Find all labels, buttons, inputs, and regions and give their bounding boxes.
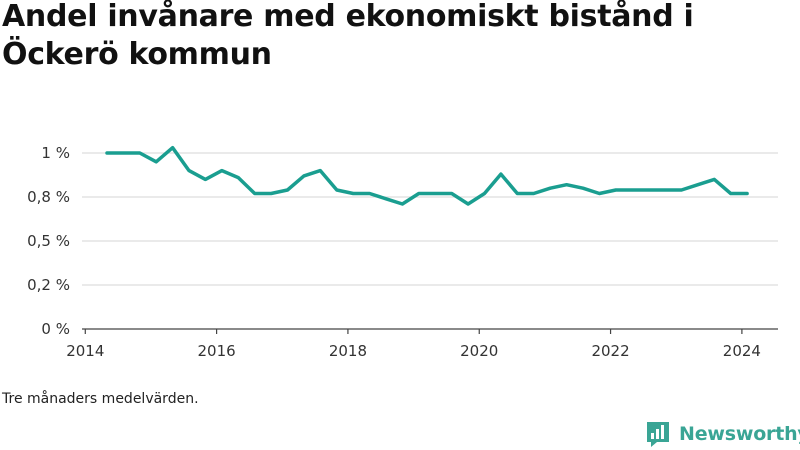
- data-point: [483, 192, 486, 195]
- data-point: [154, 160, 158, 163]
- data-point: [401, 202, 404, 206]
- data-point: [631, 188, 634, 192]
- data-point: [302, 174, 306, 178]
- data-point: [565, 183, 568, 186]
- data-point: [319, 169, 322, 172]
- data-point: [598, 192, 601, 195]
- x-tick-label: 2014: [66, 342, 104, 360]
- data-point: [663, 188, 667, 192]
- y-tick-label: 1 %: [41, 144, 70, 162]
- data-point: [220, 169, 224, 172]
- data-point: [466, 202, 470, 206]
- data-point: [105, 151, 109, 155]
- data-point: [647, 188, 650, 192]
- data-point: [434, 192, 437, 195]
- series-layer: [105, 145, 749, 206]
- data-point: [286, 188, 289, 192]
- data-point: [614, 188, 618, 192]
- data-point: [417, 192, 421, 195]
- data-point: [548, 187, 552, 190]
- y-tick-label: 0 %: [41, 320, 70, 338]
- data-point: [138, 151, 141, 155]
- y-axis-ticks: 0 % 0,2 % 0,5 % 0,8 % 1 %: [27, 144, 70, 338]
- data-point: [351, 192, 355, 195]
- y-tick-label: 0,2 %: [27, 276, 70, 294]
- data-point: [516, 192, 519, 195]
- data-point: [729, 192, 732, 195]
- data-point: [450, 192, 453, 195]
- data-point: [269, 192, 273, 195]
- x-tick-label: 2020: [460, 342, 498, 360]
- newsworthy-logo-icon: [647, 422, 669, 447]
- chart-title: Andel invånare med ekonomiskt bistånd i …: [2, 0, 694, 72]
- data-point: [335, 188, 338, 192]
- data-point: [368, 192, 371, 195]
- brand-logo[interactable]: Newsworthy: [645, 420, 800, 448]
- data-point: [696, 183, 700, 186]
- data-point: [253, 192, 256, 195]
- x-tick-label: 2022: [591, 342, 629, 360]
- data-point: [204, 178, 207, 181]
- y-tick-label: 0,8 %: [27, 188, 70, 206]
- series-line: [105, 145, 749, 206]
- data-point: [237, 176, 240, 179]
- grid-lines: [82, 152, 778, 286]
- y-tick-label: 0,5 %: [27, 232, 70, 250]
- x-tick-label: 2024: [723, 342, 761, 360]
- data-point: [499, 172, 503, 176]
- data-point: [532, 192, 535, 195]
- data-point: [680, 188, 683, 192]
- data-point: [384, 197, 388, 200]
- brand-name: Newsworthy: [679, 423, 800, 445]
- data-point: [122, 151, 125, 155]
- data-point: [171, 146, 174, 149]
- data-point: [745, 192, 749, 195]
- x-axis: 2014 2016 2018 2020 2022 2024: [66, 328, 778, 360]
- chart-caption: Tre månaders medelvärden.: [2, 391, 199, 407]
- data-point: [581, 187, 585, 190]
- x-tick-label: 2018: [329, 342, 367, 360]
- data-point: [713, 178, 716, 181]
- data-point: [187, 169, 191, 172]
- x-tick-label: 2016: [198, 342, 236, 360]
